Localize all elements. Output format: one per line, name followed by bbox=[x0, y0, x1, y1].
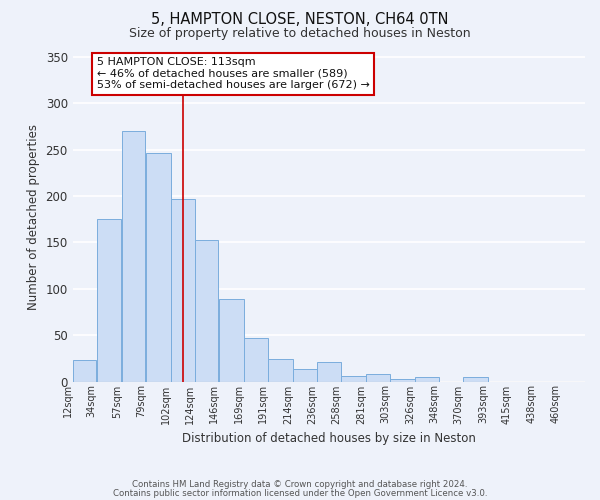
Bar bbox=[73, 360, 97, 382]
Bar bbox=[146, 152, 170, 382]
Text: Size of property relative to detached houses in Neston: Size of property relative to detached ho… bbox=[129, 28, 471, 40]
Bar bbox=[415, 377, 439, 382]
Bar bbox=[268, 360, 293, 382]
Y-axis label: Number of detached properties: Number of detached properties bbox=[27, 124, 40, 310]
Bar bbox=[122, 132, 145, 382]
Text: Contains public sector information licensed under the Open Government Licence v3: Contains public sector information licen… bbox=[113, 489, 487, 498]
Bar bbox=[390, 378, 415, 382]
Bar bbox=[171, 199, 194, 382]
Text: 5 HAMPTON CLOSE: 113sqm
← 46% of detached houses are smaller (589)
53% of semi-d: 5 HAMPTON CLOSE: 113sqm ← 46% of detache… bbox=[97, 57, 370, 90]
X-axis label: Distribution of detached houses by size in Neston: Distribution of detached houses by size … bbox=[182, 432, 476, 445]
Text: Contains HM Land Registry data © Crown copyright and database right 2024.: Contains HM Land Registry data © Crown c… bbox=[132, 480, 468, 489]
Bar bbox=[463, 377, 488, 382]
Bar bbox=[219, 299, 244, 382]
Bar bbox=[97, 220, 121, 382]
Bar bbox=[366, 374, 389, 382]
Bar bbox=[317, 362, 341, 382]
Text: 5, HAMPTON CLOSE, NESTON, CH64 0TN: 5, HAMPTON CLOSE, NESTON, CH64 0TN bbox=[151, 12, 449, 28]
Bar bbox=[195, 240, 218, 382]
Bar bbox=[341, 376, 365, 382]
Bar bbox=[244, 338, 268, 382]
Bar bbox=[293, 368, 317, 382]
